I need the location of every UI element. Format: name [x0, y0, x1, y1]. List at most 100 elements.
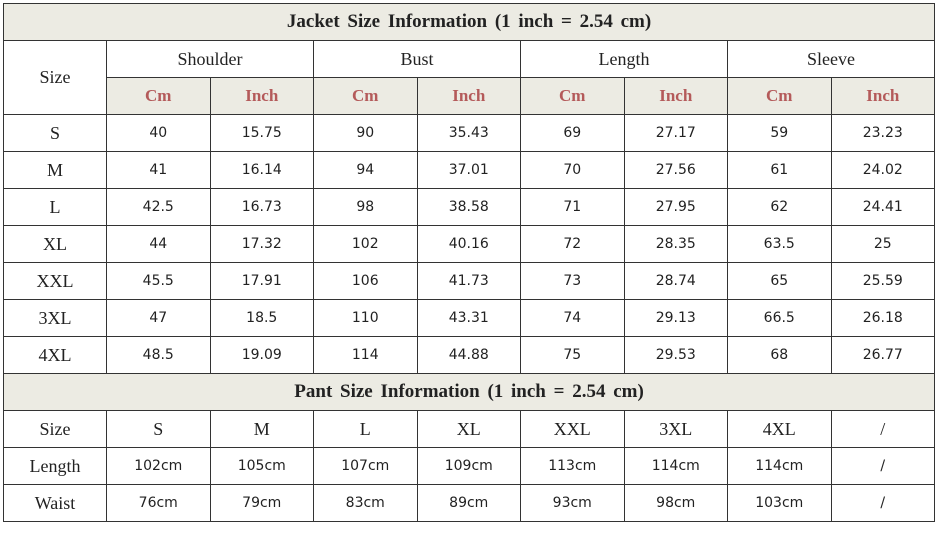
value-cell: 70 — [520, 151, 625, 189]
value-cell: 114cm — [623, 447, 728, 485]
value-cell: 16.14 — [209, 151, 314, 189]
size-header: Size — [3, 40, 107, 115]
value-cell: 16.73 — [209, 188, 314, 226]
value-cell: 3XL — [623, 410, 728, 448]
value-cell: 40.16 — [416, 225, 521, 263]
value-cell: 28.35 — [623, 225, 728, 263]
value-cell: 72 — [520, 225, 625, 263]
value-cell: 26.18 — [830, 299, 936, 337]
value-cell: 109cm — [416, 447, 521, 485]
value-cell: 35.43 — [416, 114, 521, 152]
unit-inch: Inch — [623, 77, 728, 115]
value-cell: L — [313, 410, 418, 448]
unit-cm: Cm — [106, 77, 211, 115]
group-header-length: Length — [520, 40, 728, 78]
pant-title: Pant Size Information (1 inch = 2.54 cm) — [2, 373, 936, 411]
row-label: Waist — [3, 484, 107, 522]
table-row: 3XL 47 18.5 110 43.31 74 29.13 66.5 26.18 — [3, 299, 936, 337]
value-cell: 18.5 — [209, 299, 314, 337]
unit-cm: Cm — [520, 77, 625, 115]
value-cell: 41 — [106, 151, 211, 189]
value-cell: 37.01 — [416, 151, 521, 189]
value-cell: 61 — [727, 151, 832, 189]
unit-cm: Cm — [727, 77, 832, 115]
value-cell: 90 — [313, 114, 418, 152]
unit-inch: Inch — [416, 77, 521, 115]
row-label: Size — [3, 410, 107, 448]
value-cell: 103cm — [727, 484, 832, 522]
value-cell: 113cm — [520, 447, 625, 485]
value-cell: 114cm — [727, 447, 832, 485]
value-cell: 25.59 — [830, 262, 936, 300]
value-cell: 98 — [313, 188, 418, 226]
value-cell: 25 — [830, 225, 936, 263]
value-cell: 79cm — [209, 484, 314, 522]
value-cell: 27.95 — [623, 188, 728, 226]
unit-inch: Inch — [830, 77, 936, 115]
value-cell: 105cm — [209, 447, 314, 485]
value-cell: 45.5 — [106, 262, 211, 300]
value-cell: 27.17 — [623, 114, 728, 152]
value-cell: 38.58 — [416, 188, 521, 226]
unit-inch: Inch — [209, 77, 314, 115]
value-cell: 74 — [520, 299, 625, 337]
table-row: M 41 16.14 94 37.01 70 27.56 61 24.02 — [3, 151, 936, 189]
size-chart-table: Jacket Size Information (1 inch = 2.54 c… — [2, 3, 936, 522]
value-cell: XXL — [520, 410, 625, 448]
group-header-sleeve: Sleeve — [726, 40, 936, 78]
jacket-title-row: Jacket Size Information (1 inch = 2.54 c… — [2, 3, 936, 41]
value-cell: 19.09 — [209, 336, 314, 374]
value-cell: 26.77 — [830, 336, 936, 374]
size-cell: S — [3, 114, 107, 152]
size-cell: XXL — [3, 262, 107, 300]
value-cell: M — [209, 410, 314, 448]
pant-title-row: Pant Size Information (1 inch = 2.54 cm) — [2, 373, 936, 411]
value-cell: 44.88 — [416, 336, 521, 374]
value-cell: 29.13 — [623, 299, 728, 337]
value-cell: S — [106, 410, 211, 448]
value-cell: 44 — [106, 225, 211, 263]
value-cell: / — [830, 484, 936, 522]
value-cell: 27.56 — [623, 151, 728, 189]
value-cell: 98cm — [623, 484, 728, 522]
value-cell: 66.5 — [727, 299, 832, 337]
value-cell: 63.5 — [727, 225, 832, 263]
value-cell: 94 — [313, 151, 418, 189]
value-cell: / — [830, 410, 936, 448]
value-cell: 29.53 — [623, 336, 728, 374]
value-cell: 75 — [520, 336, 625, 374]
value-cell: 4XL — [727, 410, 832, 448]
value-cell: 69 — [520, 114, 625, 152]
value-cell: 23.23 — [830, 114, 936, 152]
value-cell: 15.75 — [209, 114, 314, 152]
value-cell: 40 — [106, 114, 211, 152]
table-row: XL 44 17.32 102 40.16 72 28.35 63.5 25 — [3, 225, 936, 263]
value-cell: 48.5 — [106, 336, 211, 374]
value-cell: 107cm — [313, 447, 418, 485]
size-cell: XL — [3, 225, 107, 263]
unit-cm: Cm — [313, 77, 418, 115]
value-cell: 28.74 — [623, 262, 728, 300]
size-cell: 4XL — [3, 336, 107, 374]
value-cell: 106 — [313, 262, 418, 300]
value-cell: XL — [416, 410, 521, 448]
value-cell: 83cm — [313, 484, 418, 522]
value-cell: 71 — [520, 188, 625, 226]
value-cell: 76cm — [106, 484, 211, 522]
group-header-bust: Bust — [313, 40, 521, 78]
value-cell: 65 — [727, 262, 832, 300]
jacket-title: Jacket Size Information (1 inch = 2.54 c… — [2, 3, 936, 41]
value-cell: 17.91 — [209, 262, 314, 300]
table-row: Length 102cm 105cm 107cm 109cm 113cm 114cm 114c… — [3, 447, 936, 485]
value-cell: 42.5 — [106, 188, 211, 226]
value-cell: 59 — [727, 114, 832, 152]
row-label: Length — [3, 447, 107, 485]
value-cell: 24.41 — [830, 188, 936, 226]
size-cell: L — [3, 188, 107, 226]
value-cell: 47 — [106, 299, 211, 337]
table-row: S 40 15.75 90 35.43 69 27.17 59 23.23 — [3, 114, 936, 152]
value-cell: 114 — [313, 336, 418, 374]
table-row: 4XL 48.5 19.09 114 44.88 75 29.53 68 26.77 — [3, 336, 936, 374]
table-row: XXL 45.5 17.91 106 41.73 73 28.74 65 25.59 — [3, 262, 936, 300]
value-cell: 41.73 — [416, 262, 521, 300]
